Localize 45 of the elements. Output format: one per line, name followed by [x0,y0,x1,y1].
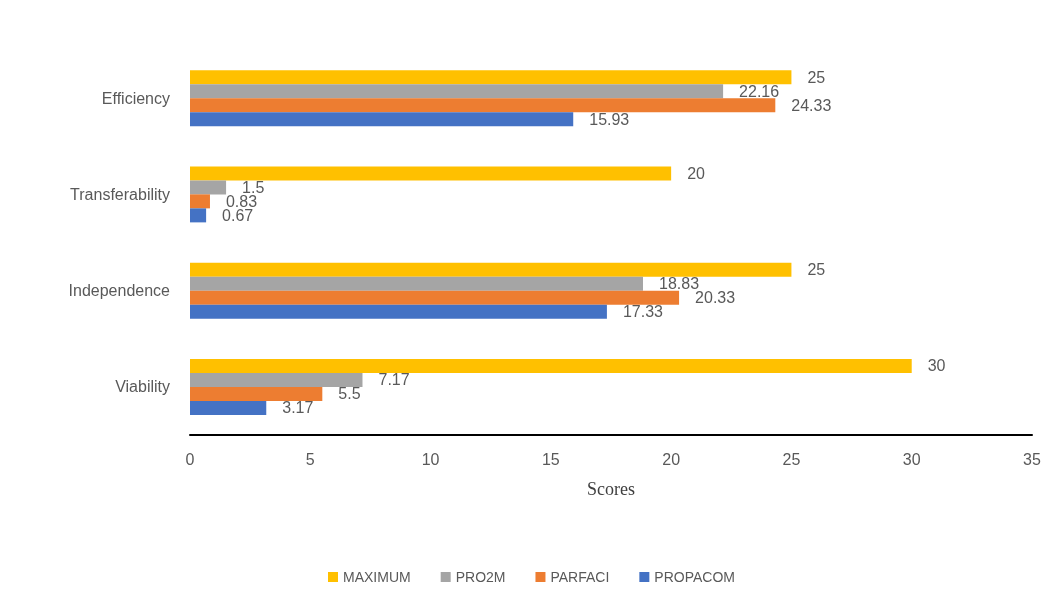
bar [190,208,207,223]
bar [190,304,607,319]
data-label: 22.16 [739,82,780,100]
legend-label: PROPACOM [654,569,735,585]
data-label: 20.33 [695,289,736,307]
data-label: 30 [927,357,946,375]
x-tick-label: 30 [902,450,921,468]
x-tick-label: 25 [782,450,801,468]
bar [190,166,672,181]
y-tick-label: Viability [115,378,170,396]
data-label: 15.93 [589,110,630,128]
bar [190,372,363,387]
bar [190,84,724,99]
x-tick-label: 5 [305,450,315,468]
bar [190,386,323,401]
bar [190,358,912,373]
data-label: 3.17 [282,399,314,417]
x-tick-label: 0 [185,450,195,468]
x-tick-label: 20 [662,450,681,468]
x-axis-title: Scores [587,479,635,499]
y-tick-label: Transferability [70,185,170,203]
y-tick-label: Efficiency [101,89,170,107]
bar [190,400,267,415]
legend-label: PRO2M [455,569,506,585]
bar [190,290,680,305]
data-label: 17.33 [622,303,664,321]
bar [190,276,643,291]
data-label: 25 [807,68,826,86]
data-label: 20 [687,164,706,182]
x-tick-label: 35 [1023,450,1041,468]
bar [190,98,776,113]
bar [190,112,574,127]
x-tick-label: 10 [421,450,440,468]
data-label: 7.17 [378,371,410,389]
x-tick-label: 15 [541,450,560,468]
bar [190,194,210,209]
legend-label: PARFACI [550,569,610,585]
bar [190,180,227,195]
bar [190,262,792,277]
data-label: 24.33 [791,96,832,114]
bar [190,70,792,85]
data-label: 25 [807,261,826,279]
data-label: 5.5 [338,385,361,403]
legend-label: MAXIMUM [343,569,411,585]
y-tick-label: Independence [68,282,171,300]
